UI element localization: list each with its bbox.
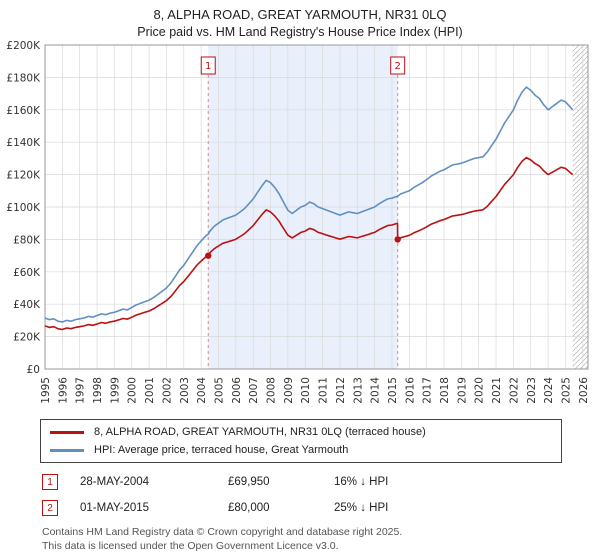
svg-text:2020: 2020 (474, 377, 486, 404)
svg-text:2016: 2016 (404, 377, 416, 404)
svg-text:2014: 2014 (370, 377, 382, 404)
page-title: 8, ALPHA ROAD, GREAT YARMOUTH, NR31 0LQ (153, 7, 447, 22)
svg-text:2004: 2004 (196, 377, 208, 404)
svg-text:£200K: £200K (6, 40, 41, 52)
sale-price-2: £80,000 (228, 502, 270, 514)
svg-text:2025: 2025 (560, 377, 572, 404)
svg-text:£120K: £120K (6, 170, 41, 182)
svg-text:2024: 2024 (543, 377, 555, 404)
svg-text:2007: 2007 (248, 377, 260, 404)
svg-text:1999: 1999 (109, 377, 121, 404)
svg-text:2008: 2008 (266, 377, 278, 404)
svg-text:2: 2 (395, 61, 401, 72)
svg-text:2026: 2026 (578, 377, 590, 404)
svg-text:2021: 2021 (491, 377, 503, 404)
svg-text:1998: 1998 (92, 377, 104, 404)
legend-row-property: 8, ALPHA ROAD, GREAT YARMOUTH, NR31 0LQ … (50, 426, 552, 438)
svg-text:1: 1 (205, 61, 211, 72)
svg-text:2011: 2011 (318, 377, 330, 404)
sale-marker-2: 2 (42, 500, 58, 516)
legend-row-hpi: HPI: Average price, terraced house, Grea… (50, 444, 552, 456)
sale-marker-1: 1 (42, 474, 58, 490)
legend-label-property: 8, ALPHA ROAD, GREAT YARMOUTH, NR31 0LQ … (94, 426, 426, 438)
hpi-line-swatch-icon (50, 448, 84, 452)
svg-text:2019: 2019 (456, 377, 468, 404)
svg-text:2002: 2002 (161, 377, 173, 404)
svg-text:£20K: £20K (13, 332, 41, 344)
svg-text:£60K: £60K (13, 267, 41, 279)
svg-text:2009: 2009 (283, 377, 295, 404)
sale-date-2: 01-MAY-2015 (80, 502, 150, 514)
svg-text:2013: 2013 (352, 377, 364, 404)
sale-annotations: 1 28-MAY-2004 £69,950 16% ↓ HPI 2 01-MAY… (42, 474, 600, 516)
legend: 8, ALPHA ROAD, GREAT YARMOUTH, NR31 0LQ … (40, 419, 562, 463)
sale-annotation-2: 2 01-MAY-2015 £80,000 25% ↓ HPI (42, 500, 600, 516)
page-subtitle: Price paid vs. HM Land Registry's House … (137, 25, 463, 39)
svg-text:2010: 2010 (300, 377, 312, 404)
svg-text:£160K: £160K (6, 105, 41, 117)
svg-text:2018: 2018 (439, 377, 451, 404)
svg-text:£140K: £140K (6, 137, 41, 149)
svg-text:2001: 2001 (144, 377, 156, 404)
svg-text:2012: 2012 (335, 377, 347, 404)
svg-text:2022: 2022 (508, 377, 520, 404)
footer-line-1: Contains HM Land Registry data © Crown c… (42, 526, 403, 538)
footer-line-2: This data is licensed under the Open Gov… (42, 539, 339, 552)
svg-text:2006: 2006 (231, 377, 243, 404)
svg-text:£80K: £80K (13, 234, 41, 246)
property-line-swatch-icon (50, 430, 84, 434)
svg-text:£100K: £100K (6, 202, 41, 214)
svg-text:£180K: £180K (6, 72, 41, 84)
footer: Contains HM Land Registry data © Crown c… (42, 526, 600, 553)
svg-text:2015: 2015 (387, 377, 399, 404)
svg-text:2005: 2005 (213, 377, 225, 404)
sale-hpi-diff-2: 25% ↓ HPI (334, 502, 389, 514)
svg-text:1996: 1996 (57, 377, 69, 404)
svg-text:2000: 2000 (127, 377, 139, 404)
sale-price-1: £69,950 (228, 476, 270, 488)
svg-text:1997: 1997 (75, 377, 87, 404)
sale-annotation-1: 1 28-MAY-2004 £69,950 16% ↓ HPI (42, 474, 600, 490)
svg-text:2023: 2023 (526, 377, 538, 404)
sale-hpi-diff-1: 16% ↓ HPI (334, 476, 389, 488)
legend-label-hpi: HPI: Average price, terraced house, Grea… (94, 444, 349, 456)
price-chart: £0 £20K £40K £60K £80K £100K £120K £140K £160K £1… (6, 40, 590, 404)
svg-text:2003: 2003 (179, 377, 191, 404)
sale-date-1: 28-MAY-2004 (80, 476, 150, 488)
svg-text:£40K: £40K (13, 299, 41, 311)
svg-text:1995: 1995 (40, 377, 52, 404)
svg-text:£0: £0 (27, 364, 40, 376)
svg-text:2017: 2017 (422, 377, 434, 404)
title-block: 8, ALPHA ROAD, GREAT YARMOUTH, NR31 0LQ … (0, 0, 600, 39)
